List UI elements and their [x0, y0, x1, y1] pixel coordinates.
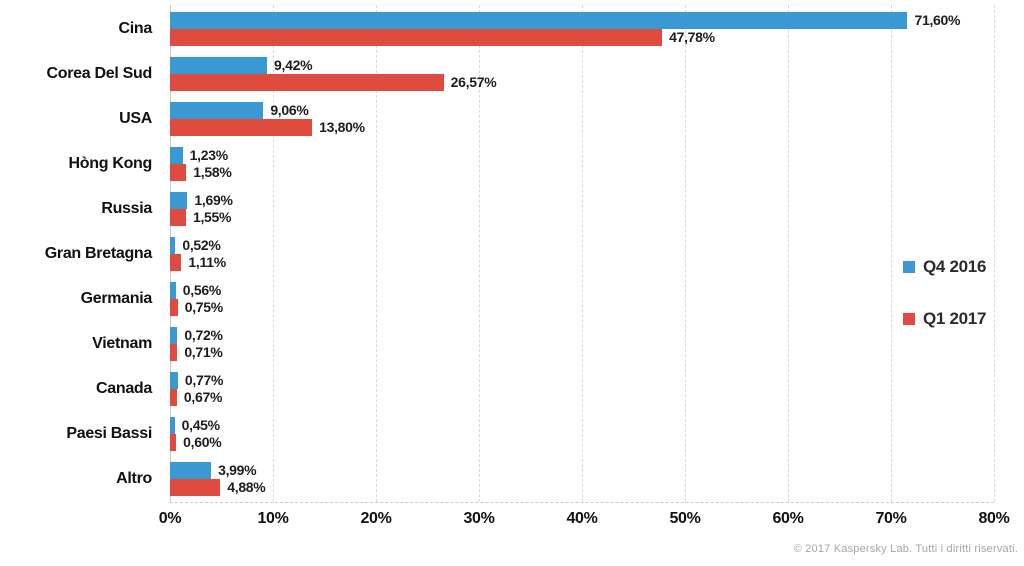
- value-label: 1,58%: [193, 164, 232, 180]
- x-axis-tick-label: 40%: [566, 510, 598, 527]
- legend-swatch-icon: [903, 312, 915, 325]
- value-label: 1,69%: [194, 192, 233, 208]
- x-axis-tick-label: 80%: [978, 510, 1010, 527]
- bar-q4-2016: [170, 192, 188, 209]
- x-axis-tick-label: 60%: [772, 510, 804, 527]
- value-label: 0,72%: [184, 327, 223, 343]
- gridline: [376, 5, 377, 502]
- value-label: 0,75%: [184, 299, 224, 315]
- bar-q1-2017: [170, 119, 313, 136]
- bar-q4-2016: [170, 417, 175, 434]
- copyright-text: © 2017 Kaspersky Lab. Tutti i diritti ri…: [793, 543, 1018, 555]
- plot-area: 71,60% 47,78% 9,42% 26,57% 9,06% 13,80% 1,23% 1…: [170, 5, 995, 503]
- category-label: Canada: [96, 380, 152, 397]
- gridline: [788, 5, 789, 502]
- legend: Q4 2016 Q1 2017: [903, 256, 986, 329]
- x-axis-tick-label: 0%: [158, 510, 182, 527]
- category-label: Russia: [101, 200, 152, 217]
- value-label: 3,99%: [218, 462, 257, 478]
- bar-q4-2016: [170, 462, 212, 479]
- category-label: USA: [119, 110, 152, 127]
- value-label: 4,88%: [227, 479, 266, 495]
- value-label: 9,42%: [274, 57, 313, 73]
- gridline: [273, 5, 274, 502]
- value-label: 1,55%: [192, 209, 232, 225]
- value-label: 0,45%: [181, 417, 221, 433]
- x-axis-tick-label: 10%: [257, 510, 289, 527]
- bar-q4-2016: [170, 372, 178, 389]
- bar-q1-2017: [170, 254, 182, 271]
- category-label: Altro: [116, 470, 152, 487]
- legend-label: Q1 2017: [923, 308, 987, 328]
- bar-q4-2016: [170, 327, 178, 344]
- category-label: Germania: [80, 290, 153, 307]
- category-label: Cina: [118, 20, 153, 37]
- bar-q4-2016: [170, 12, 908, 29]
- legend-swatch-icon: [903, 260, 915, 273]
- legend-entry: Q1 2017: [903, 308, 986, 329]
- bar-q1-2017: [170, 344, 178, 361]
- value-label: 0,60%: [183, 434, 222, 450]
- value-label: 1,11%: [188, 254, 226, 270]
- value-label: 71,60%: [914, 12, 961, 28]
- value-label: 13,80%: [319, 119, 365, 135]
- category-label: Vietnam: [92, 335, 152, 352]
- value-label: 0,71%: [184, 344, 223, 360]
- bar-q1-2017: [170, 29, 663, 46]
- bar-q4-2016: [170, 282, 176, 299]
- bar-q4-2016: [170, 102, 264, 119]
- value-label: 9,06%: [270, 102, 309, 118]
- bar-q4-2016: [170, 237, 176, 254]
- x-axis-tick-label: 50%: [669, 510, 701, 527]
- bar-q1-2017: [170, 209, 186, 226]
- category-label: Paesi Bassi: [66, 425, 152, 442]
- value-label: 0,77%: [184, 372, 224, 388]
- bar-q1-2017: [170, 389, 177, 406]
- bar-q4-2016: [170, 57, 268, 74]
- x-axis-tick-label: 20%: [360, 510, 392, 527]
- gridline: [891, 5, 892, 502]
- value-label: 47,78%: [669, 29, 715, 45]
- bar-q1-2017: [170, 434, 177, 451]
- bar-q1-2017: [170, 164, 187, 181]
- category-label: Gran Bretagna: [44, 245, 153, 262]
- gridline: [994, 5, 995, 502]
- gridline: [685, 5, 686, 502]
- bar-q1-2017: [170, 74, 444, 91]
- value-label: 0,67%: [183, 389, 223, 405]
- legend-label: Q4 2016: [923, 256, 987, 276]
- value-label: 0,56%: [182, 282, 222, 298]
- bar-q4-2016: [170, 147, 183, 164]
- x-axis: 0% 10% 20% 30% 40% 50% 60% 70% 80%: [0, 510, 1024, 538]
- gridline: [479, 5, 480, 502]
- x-axis-tick-label: 30%: [463, 510, 495, 527]
- value-label: 26,57%: [450, 74, 497, 90]
- category-label: Corea Del Sud: [46, 65, 153, 82]
- bar-q1-2017: [170, 299, 178, 316]
- value-label: 0,52%: [182, 237, 221, 253]
- x-axis-tick-label: 70%: [875, 510, 907, 527]
- category-label: Hòng Kong: [68, 155, 153, 172]
- bar-q1-2017: [170, 479, 221, 496]
- legend-entry: Q4 2016: [903, 256, 986, 277]
- gridline: [582, 5, 583, 502]
- value-label: 1,23%: [189, 147, 229, 163]
